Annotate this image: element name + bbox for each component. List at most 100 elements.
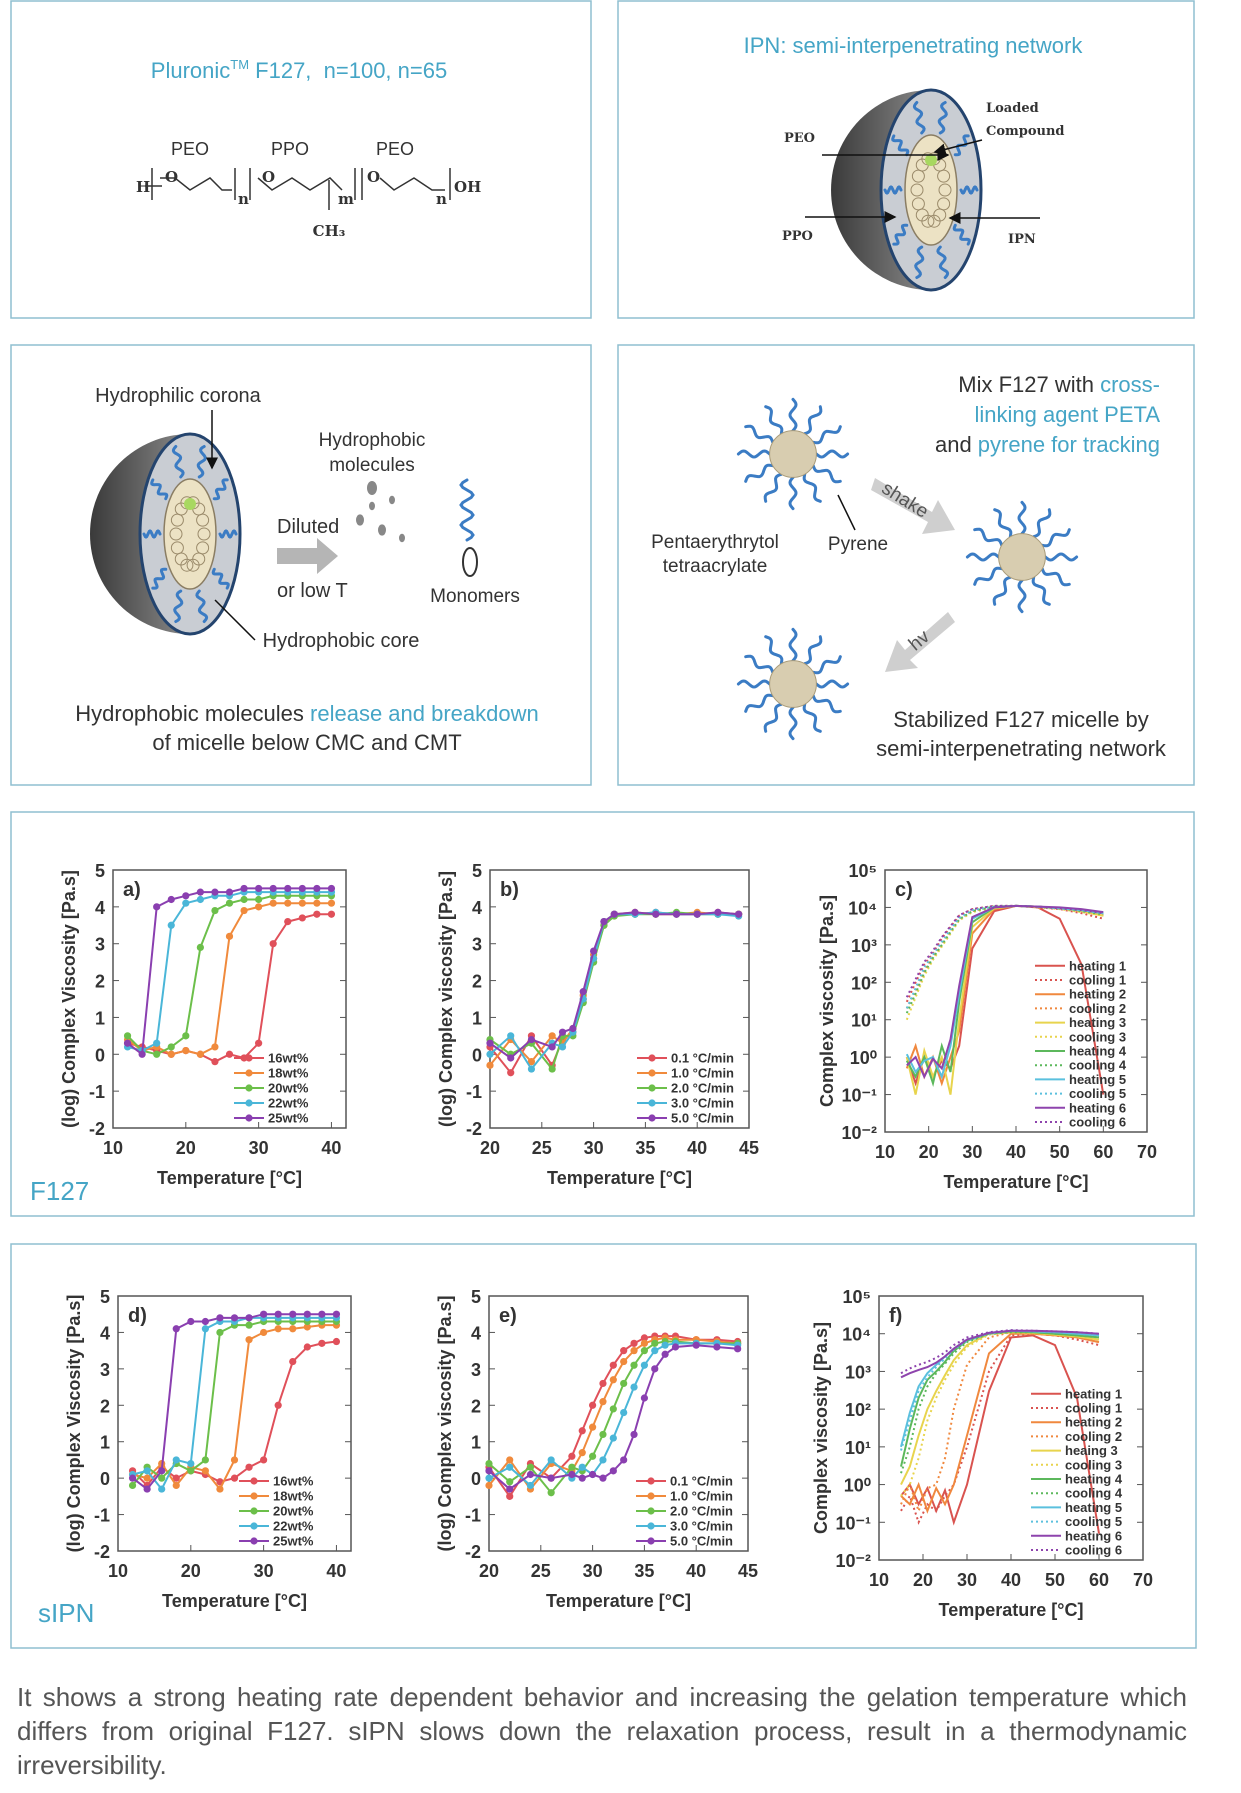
core-strand [197,527,211,541]
data-point [485,1467,493,1475]
legend-label: cooling 4 [1069,1058,1127,1073]
data-point [651,1365,659,1373]
chain [803,635,823,666]
x-tick-label: 70 [1137,1142,1157,1162]
data-point [609,1467,617,1475]
molecule [378,524,386,536]
intro-highlight: linking agent PETA [975,402,1161,427]
data-point [284,918,292,926]
data-point [123,1039,132,1047]
legend-label: cooling 3 [1065,1457,1122,1472]
data-point [255,903,263,911]
data-point [610,910,618,918]
y-tick-label: 1 [100,1433,110,1453]
y-tick-label: 10¹ [845,1438,871,1458]
diagram-label: Diluted [277,516,339,538]
molecule [389,495,395,505]
x-tick-label: 30 [962,1142,982,1162]
legend-label: heating 6 [1069,1100,1126,1115]
chain [892,223,909,246]
intro: linking agent PETA [975,402,1161,427]
data-point [599,1456,607,1464]
legend-marker [250,1522,258,1530]
y-tick-label: 10² [845,1400,871,1420]
x-axis-title: Temperature [°C] [944,1172,1089,1192]
core-strand [186,558,200,572]
y-tick-label: 1 [472,1008,482,1028]
legend-label: cooling 6 [1065,1543,1122,1558]
legend-label: 16wt% [273,1474,314,1489]
data-point [230,1314,239,1322]
data-point [599,1379,607,1388]
legend-label: cooling 2 [1069,1001,1126,1016]
data-point [123,1032,132,1040]
chain [142,529,162,539]
data-point [225,899,234,907]
data-point [327,899,336,907]
data-point [485,1481,493,1490]
data-point [589,1401,597,1409]
legend-label: heating 4 [1069,1044,1127,1059]
chain [763,472,783,503]
y-axis-title: (log) Complex Viscosity [Pa.s] [59,870,79,1128]
data-point [187,1467,195,1475]
legend-marker [648,1069,656,1077]
data-point [568,1452,576,1460]
data-point [526,1463,535,1471]
x-tick-label: 40 [686,1561,706,1581]
data-point [274,1401,282,1409]
data-point [230,1456,239,1464]
data-point [486,1039,494,1047]
y-tick-label: 0 [95,1045,105,1065]
x-tick-label: 10 [108,1561,128,1581]
core-strand [196,513,210,527]
legend-label: 0.1 °C/min [671,1051,734,1066]
data-point [609,1434,617,1442]
panel-frame [10,344,592,786]
data-point [485,1459,493,1468]
x-tick-label: 45 [738,1561,758,1581]
diagram-label: PEO [784,131,815,146]
y-axis-title: (log) Complex viscosity [Pa.s] [435,1295,455,1551]
diagram-label: PPO [782,229,813,244]
data-point [201,1325,209,1333]
data-point [255,1039,263,1047]
legend-label: heating 1 [1065,1386,1122,1401]
data-point [143,1474,151,1482]
y-tick-label: 4 [95,898,105,918]
caption-part: Hydrophobic molecules [75,701,310,726]
data-point [167,1050,175,1058]
data-point [196,943,204,952]
y-tick-label: 3 [471,1360,481,1380]
chain [811,694,842,714]
legend-label: 1.0 °C/min [670,1489,733,1504]
chain [764,635,784,666]
data-point [578,1474,586,1482]
x-tick-label: 60 [1093,1142,1113,1162]
data-point [245,1314,253,1322]
legend-label: 5.0 °C/min [671,1111,734,1126]
y-tick-label: 5 [100,1287,110,1307]
data-point [609,1361,617,1369]
data-point [284,899,292,907]
legend-marker [245,1114,253,1122]
legend-label: cooling 5 [1065,1514,1122,1529]
data-point [216,1328,224,1337]
x-axis-title: Temperature [°C] [547,1168,692,1188]
x-tick-label: 10 [869,1570,889,1590]
monomer-tail [462,547,478,577]
data-point [578,1427,586,1435]
chain [811,655,842,675]
chain [992,575,1012,606]
legend-label: heating 3 [1069,1015,1126,1030]
legend-marker [245,1099,253,1107]
data-point [172,1474,180,1482]
data-point [260,1310,268,1318]
block-label: PEO [376,139,414,159]
data-point [313,910,321,918]
panel-label: f) [889,1305,902,1327]
data-point [260,1328,268,1337]
diagram-label: tetraacrylate [663,556,768,577]
intro-highlight: cross- [1100,372,1160,397]
series-line [489,911,739,1060]
